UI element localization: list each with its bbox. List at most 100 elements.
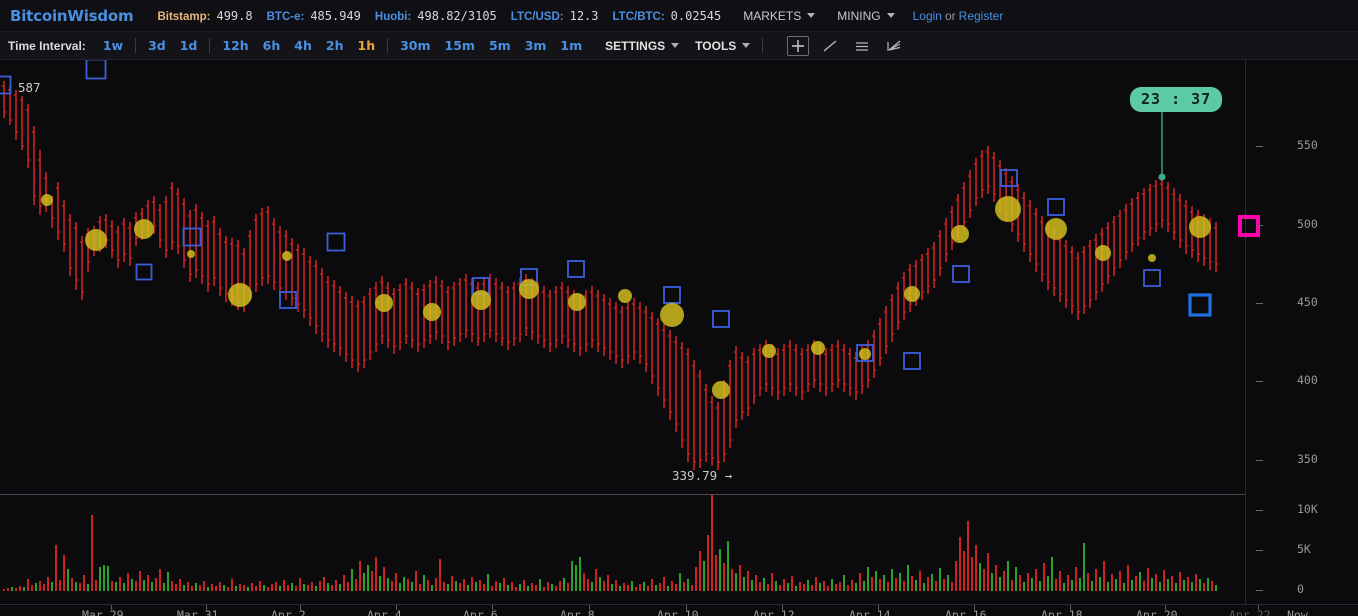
tools-menu[interactable]: TOOLS — [695, 39, 751, 53]
interval-button-1d[interactable]: 1d — [179, 38, 198, 53]
ohlc-bar — [415, 288, 421, 352]
order-marker-square[interactable] — [135, 263, 153, 281]
ohlc-bar — [1165, 182, 1171, 232]
ohlc-bar — [1135, 192, 1141, 246]
trade-marker-circle[interactable] — [187, 250, 195, 258]
ohlc-bar — [595, 290, 601, 352]
ohlc-bar — [787, 340, 793, 392]
interval-divider — [209, 38, 211, 53]
trade-markers-layer[interactable] — [0, 60, 1245, 494]
ohlc-bar — [637, 302, 643, 364]
trade-marker-circle[interactable] — [995, 196, 1021, 222]
trade-marker-circle[interactable] — [41, 194, 53, 206]
trade-marker-circle[interactable] — [471, 290, 491, 310]
ohlc-bar — [829, 344, 835, 392]
order-marker-square[interactable] — [279, 291, 297, 309]
trade-marker-circle[interactable] — [1045, 218, 1067, 240]
interval-button-5m[interactable]: 5m — [488, 38, 511, 53]
order-marker-square[interactable] — [856, 344, 874, 362]
ohlc-bar — [403, 278, 409, 344]
volume-tick-label: 10K — [1297, 502, 1318, 516]
date-tick-mark — [300, 605, 301, 610]
interval-button-30m[interactable]: 30m — [400, 38, 431, 53]
ohlc-bar — [991, 152, 997, 202]
order-marker-square[interactable] — [1143, 269, 1161, 287]
ohlc-bar — [355, 300, 361, 372]
trade-marker-circle[interactable] — [660, 303, 684, 327]
trade-marker-circle[interactable] — [762, 344, 776, 358]
trade-marker-circle[interactable] — [85, 229, 107, 251]
order-marker-square[interactable] — [0, 75, 12, 95]
time-interval-label: Time Interval: — [8, 38, 86, 53]
pane-divider — [0, 494, 1245, 495]
login-link[interactable]: Login — [912, 8, 942, 23]
interval-button-3d[interactable]: 3d — [148, 38, 166, 53]
trade-marker-circle[interactable] — [134, 219, 154, 239]
crosshair-tool-icon[interactable] — [787, 35, 810, 56]
order-marker-square[interactable] — [663, 286, 681, 304]
settings-menu[interactable]: SETTINGS — [605, 39, 680, 53]
chart-container[interactable]: 23 : 37 587 339.79 → 550 500 450 400 350 10K… — [0, 60, 1358, 616]
interval-button-1h[interactable]: 1h — [357, 38, 376, 53]
ohlc-bar — [169, 182, 175, 250]
trade-marker-circle[interactable] — [1189, 216, 1211, 238]
order-marker-square[interactable] — [903, 352, 921, 370]
order-marker-square[interactable] — [712, 310, 730, 328]
date-tick-label: Apr 20 — [1136, 608, 1178, 616]
interval-button-12h[interactable]: 12h — [222, 38, 249, 53]
ohlc-bar — [1147, 184, 1153, 236]
trade-marker-circle[interactable] — [811, 341, 825, 355]
ohlc-bar — [925, 248, 931, 294]
interval-button-1m[interactable]: 1m — [560, 38, 583, 53]
trade-marker-circle[interactable] — [375, 294, 393, 312]
trade-marker-circle[interactable] — [951, 225, 969, 243]
interval-button-6h[interactable]: 6h — [262, 38, 281, 53]
order-marker-square[interactable] — [567, 260, 585, 278]
date-tick-mark — [589, 605, 590, 610]
order-marker-square[interactable] — [326, 232, 346, 252]
order-marker-square[interactable] — [1047, 198, 1065, 216]
ohlc-bar — [25, 104, 31, 168]
trendline-tool-icon[interactable] — [819, 36, 841, 56]
register-link[interactable]: Register — [958, 8, 1004, 23]
ohlc-bar — [409, 282, 415, 348]
ohlc-bar — [19, 96, 25, 150]
trade-marker-circle[interactable] — [282, 251, 292, 261]
order-marker-square[interactable] — [1000, 169, 1018, 187]
price-tick-mark — [1256, 146, 1263, 147]
fib-fan-tool-icon[interactable] — [883, 36, 905, 56]
trade-marker-circle[interactable] — [1148, 254, 1156, 262]
ohlc-bar — [499, 282, 505, 346]
ohlc-bar — [373, 282, 379, 352]
order-marker-square[interactable] — [952, 265, 970, 283]
nav-menu-markets[interactable]: MARKETS — [743, 9, 816, 23]
interval-button-3m[interactable]: 3m — [524, 38, 547, 53]
order-marker-square[interactable] — [85, 60, 107, 80]
volume-pane — [0, 495, 1358, 604]
trade-marker-circle[interactable] — [1095, 245, 1111, 261]
trade-marker-circle[interactable] — [423, 303, 441, 321]
trade-marker-circle[interactable] — [859, 348, 871, 360]
interval-button-2h[interactable]: 2h — [325, 38, 344, 53]
ohlc-bar — [223, 236, 229, 302]
ohlc-bar — [937, 230, 943, 276]
trade-marker-circle[interactable] — [904, 286, 920, 302]
nav-menu-mining[interactable]: MINING — [837, 9, 895, 23]
site-logo[interactable]: BitcoinWisdom — [10, 6, 134, 25]
trade-marker-circle[interactable] — [519, 279, 539, 299]
trade-marker-circle[interactable] — [228, 283, 252, 307]
horizontal-lines-tool-icon[interactable] — [851, 36, 873, 56]
ohlc-bar — [565, 286, 571, 348]
ohlc-bar — [61, 200, 67, 252]
price-tick-label: 550 — [1297, 138, 1318, 152]
volume-bars-layer — [3, 495, 1217, 591]
order-marker-square[interactable] — [182, 227, 202, 247]
trade-marker-circle[interactable] — [618, 289, 632, 303]
price-pane[interactable] — [0, 60, 1358, 494]
interval-button-4h[interactable]: 4h — [294, 38, 312, 53]
trade-marker-circle[interactable] — [712, 381, 730, 399]
interval-button-15m[interactable]: 15m — [444, 38, 475, 53]
trade-marker-circle[interactable] — [568, 293, 586, 311]
order-marker-square-selected[interactable] — [1188, 293, 1212, 317]
interval-button-1w[interactable]: 1w — [102, 38, 124, 53]
